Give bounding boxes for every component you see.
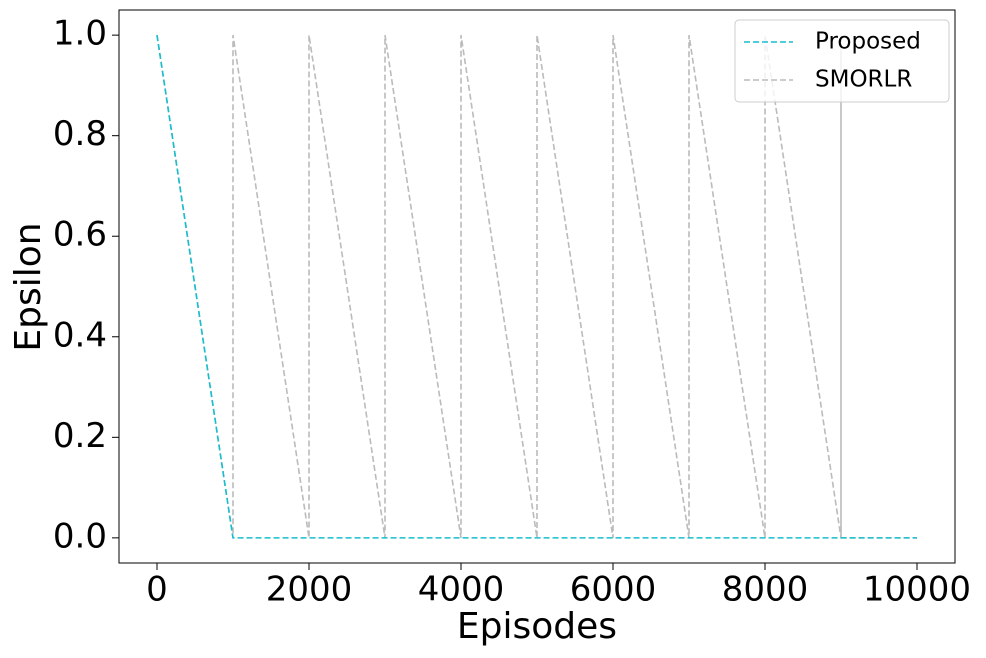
x-tick-label: 0 (146, 570, 168, 610)
y-tick-label: 0.2 (53, 416, 107, 456)
x-axis-label: Episodes (457, 606, 617, 647)
y-tick-label: 0.8 (53, 114, 107, 154)
x-tick-label: 6000 (570, 570, 657, 610)
legend-box (734, 19, 950, 103)
legend: Proposed SMORLR (734, 19, 950, 103)
x-tick-label: 10000 (863, 570, 971, 610)
y-tick-label: 0.4 (53, 315, 107, 355)
y-tick-label: 0.6 (53, 215, 107, 255)
line-series (156, 35, 917, 539)
x-tick-label: 4000 (418, 570, 505, 610)
y-tick-label: 0.0 (53, 516, 107, 556)
legend-label: SMORLR (815, 67, 912, 93)
plot-frame (118, 9, 956, 564)
x-tick-label: 2000 (266, 570, 353, 610)
line-series (156, 35, 917, 539)
y-axis-label: Epsilon (8, 222, 49, 351)
x-tick-label: 8000 (722, 570, 809, 610)
legend-label: Proposed (815, 29, 921, 55)
y-tick-label: 1.0 (53, 14, 107, 54)
